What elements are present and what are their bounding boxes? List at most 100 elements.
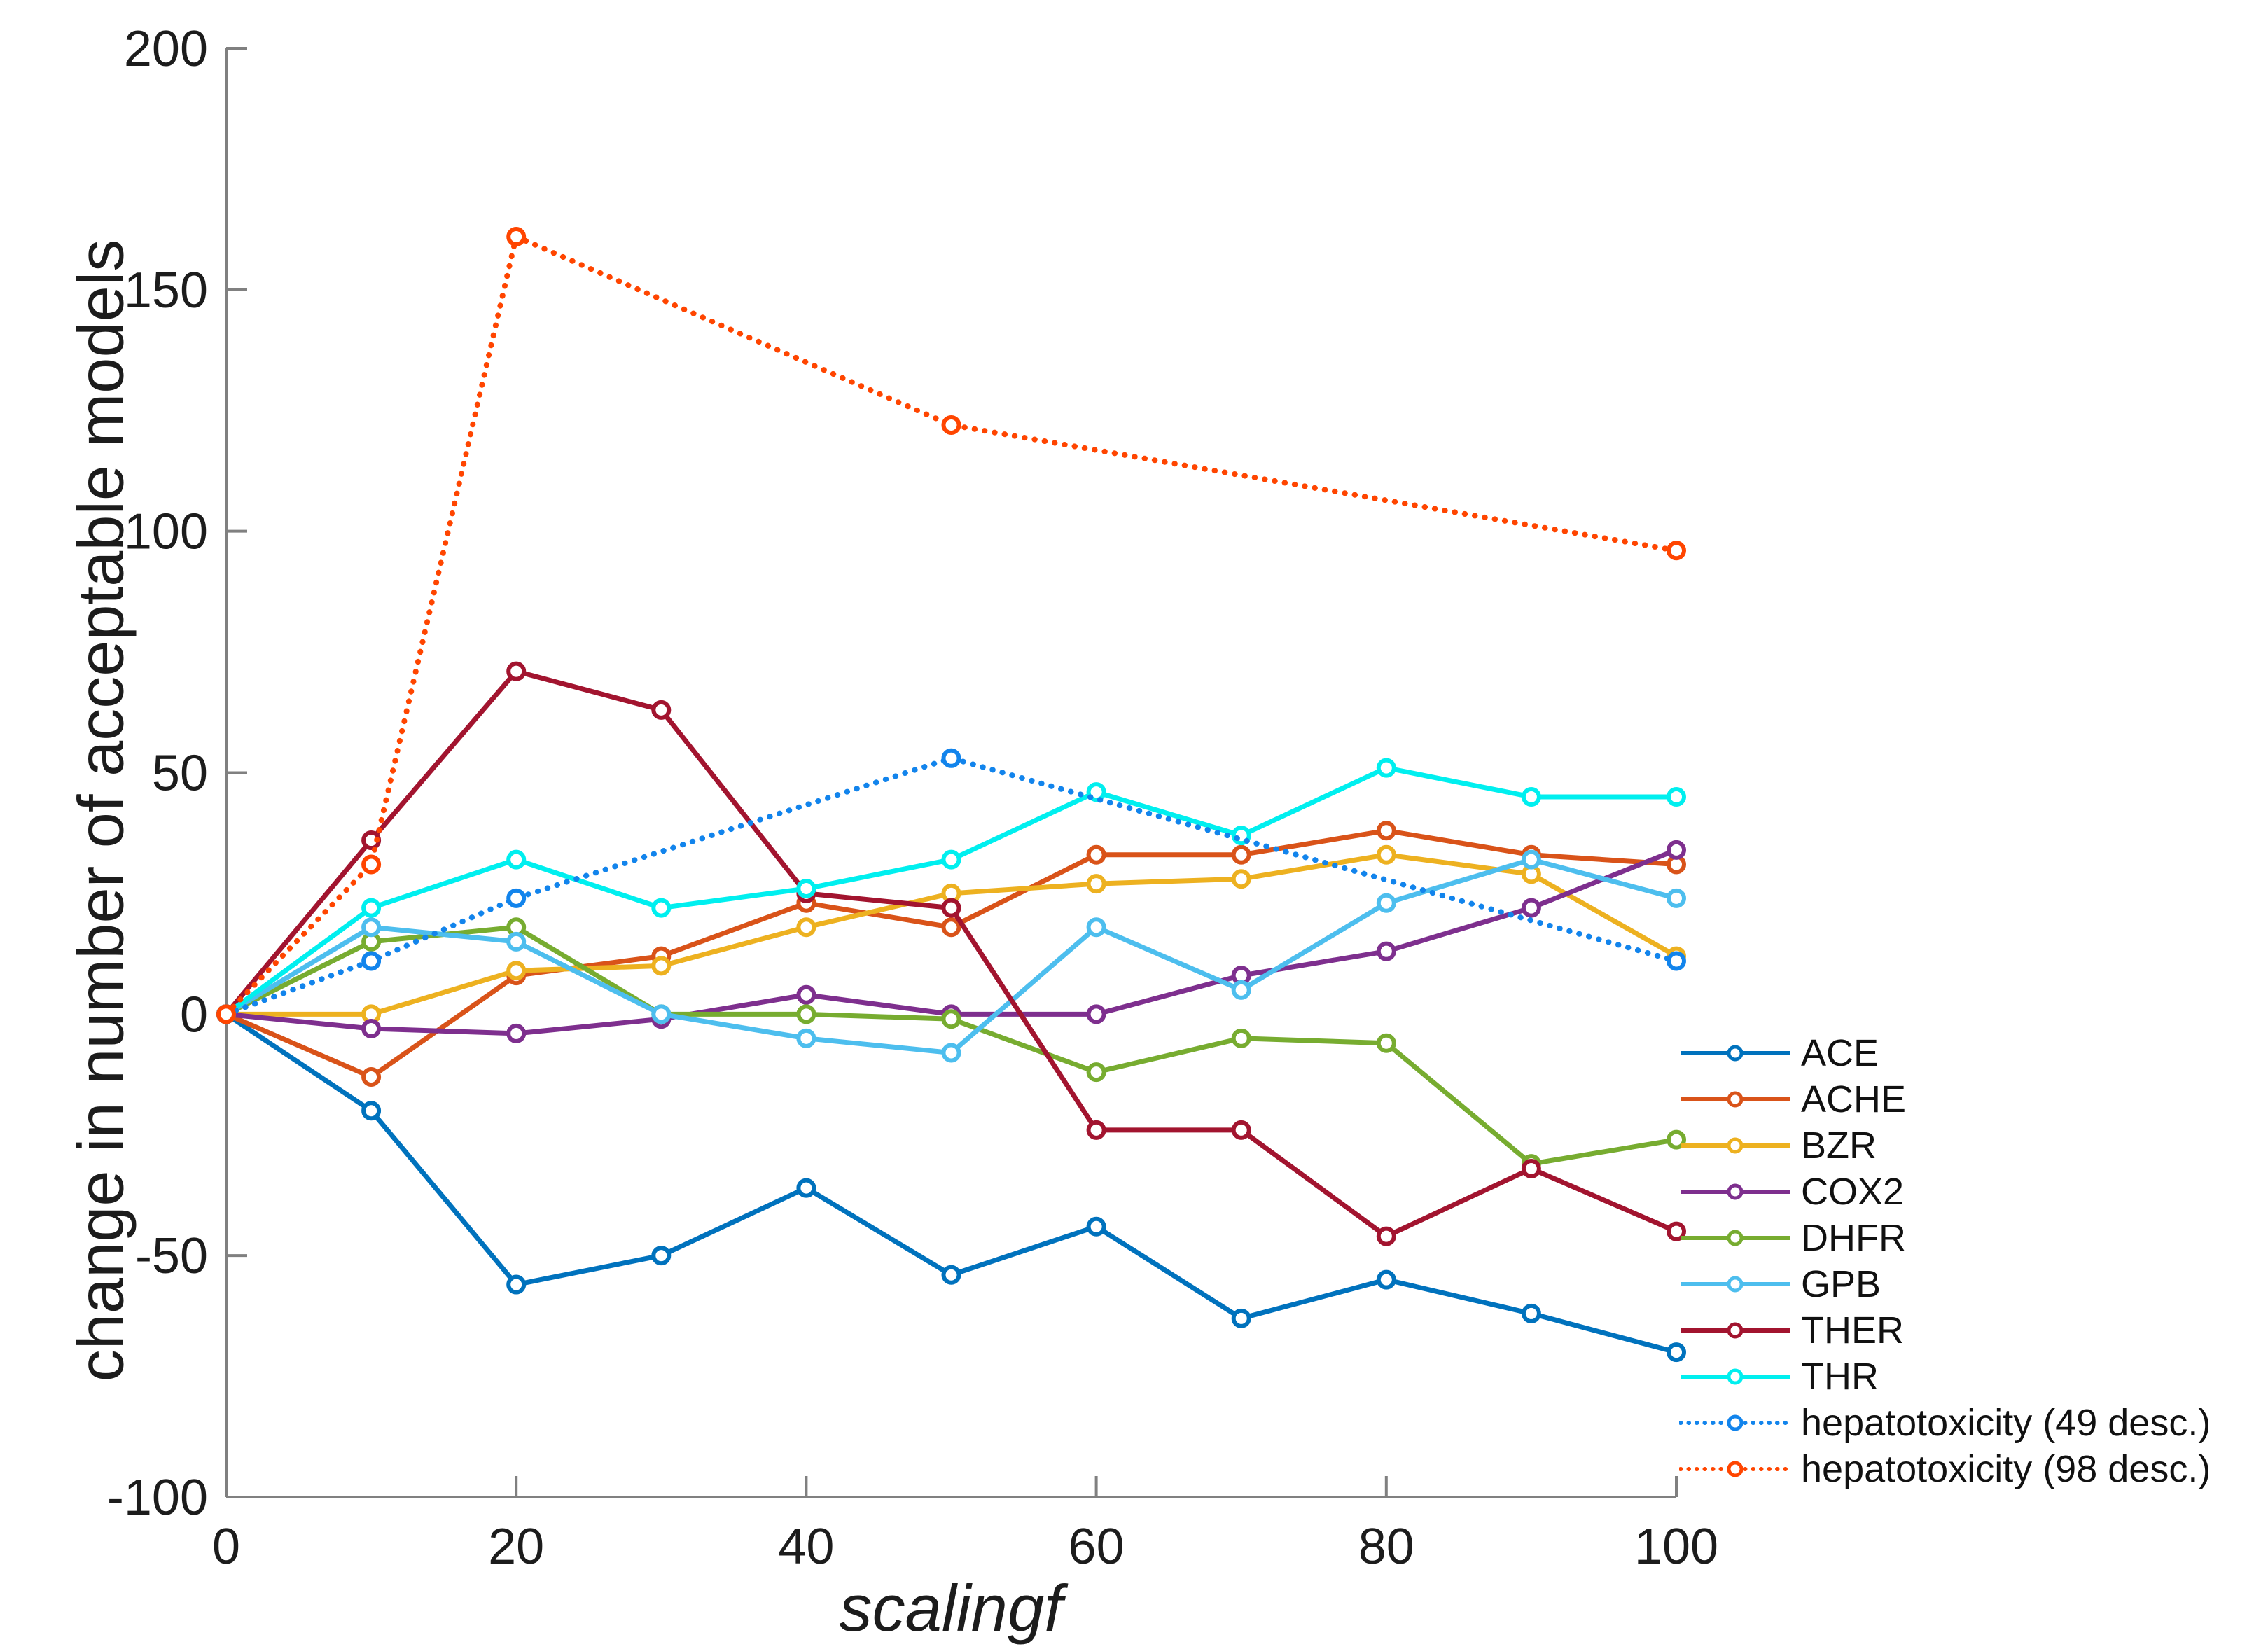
series-hepatotoxicity-98-desc- bbox=[216, 226, 1686, 1024]
legend-item-ace: ACE bbox=[1679, 1030, 2211, 1076]
legend-marker bbox=[1727, 1183, 1744, 1200]
legend-marker bbox=[1727, 1230, 1744, 1246]
data-point bbox=[506, 1274, 527, 1295]
legend-label: THER bbox=[1801, 1309, 1904, 1351]
y-tick-label: 100 bbox=[124, 504, 208, 560]
legend-label: hepatotoxicity (49 desc.) bbox=[1801, 1402, 2211, 1444]
data-point bbox=[1086, 1216, 1106, 1237]
data-point bbox=[1667, 1342, 1686, 1363]
data-point bbox=[361, 1019, 382, 1039]
y-tick-label: 50 bbox=[152, 746, 208, 802]
data-point bbox=[1667, 786, 1686, 807]
data-point bbox=[796, 879, 816, 899]
legend-item-hepatotoxicity-98-desc-: hepatotoxicity (98 desc.) bbox=[1679, 1446, 2211, 1492]
x-tick-label: 60 bbox=[1069, 1519, 1125, 1575]
x-tick-label: 80 bbox=[1358, 1519, 1414, 1575]
data-point bbox=[941, 748, 961, 768]
legend-marker bbox=[1727, 1091, 1744, 1108]
y-axis-label: change in number of acceptable models bbox=[65, 239, 137, 1382]
legend-label: hepatotoxicity (98 desc.) bbox=[1801, 1448, 2211, 1490]
legend-label: ACE bbox=[1801, 1032, 1879, 1074]
legend-swatch bbox=[1681, 1276, 1790, 1293]
data-point bbox=[796, 1178, 816, 1198]
data-point bbox=[941, 898, 961, 918]
legend-item-ther: THER bbox=[1679, 1307, 2211, 1354]
data-point bbox=[506, 661, 527, 681]
data-point bbox=[1376, 1033, 1396, 1053]
legend-swatch bbox=[1681, 1091, 1790, 1108]
y-tick-label: 200 bbox=[124, 21, 208, 77]
legend-swatch bbox=[1679, 1414, 1791, 1431]
data-point bbox=[651, 700, 672, 720]
series-ACHE bbox=[216, 821, 1686, 1087]
data-point bbox=[1667, 1221, 1686, 1241]
legend-item-thr: THR bbox=[1679, 1354, 2211, 1400]
legend-item-dhfr: DHFR bbox=[1679, 1215, 2211, 1261]
y-tick-label: -100 bbox=[107, 1470, 208, 1526]
legend-item-gpb: GPB bbox=[1679, 1261, 2211, 1307]
data-point bbox=[1376, 941, 1396, 961]
legend-swatch bbox=[1679, 1461, 1791, 1477]
data-point bbox=[796, 917, 816, 938]
data-point bbox=[1231, 1028, 1251, 1048]
data-point bbox=[796, 1028, 816, 1048]
x-tick-label: 20 bbox=[488, 1519, 544, 1575]
data-point bbox=[1667, 1129, 1686, 1150]
legend-marker bbox=[1727, 1045, 1744, 1062]
legend: ACE ACHE BZR COX2 DHFR GPB THER THR hepatotoxici… bbox=[1679, 1030, 2211, 1492]
legend-marker bbox=[1727, 1414, 1744, 1431]
data-point bbox=[1376, 893, 1396, 913]
data-point bbox=[1086, 1062, 1106, 1083]
legend-swatch bbox=[1681, 1183, 1790, 1200]
legend-marker bbox=[1727, 1368, 1744, 1385]
data-point bbox=[1667, 840, 1686, 860]
data-point bbox=[506, 1023, 527, 1043]
legend-swatch bbox=[1681, 1368, 1790, 1385]
legend-marker bbox=[1727, 1461, 1744, 1477]
data-point bbox=[1667, 541, 1686, 561]
data-point bbox=[1376, 1269, 1396, 1290]
data-point bbox=[796, 984, 816, 1005]
legend-label: ACHE bbox=[1801, 1078, 1907, 1120]
data-point bbox=[1231, 980, 1251, 1000]
data-point bbox=[941, 917, 961, 938]
legend-label: COX2 bbox=[1801, 1171, 1905, 1213]
legend-marker bbox=[1727, 1322, 1744, 1339]
data-point bbox=[361, 854, 382, 875]
data-point bbox=[506, 888, 527, 908]
x-tick-label: 100 bbox=[1634, 1519, 1718, 1575]
data-point bbox=[796, 1004, 816, 1024]
data-point bbox=[1376, 821, 1396, 841]
data-point bbox=[1086, 844, 1106, 865]
series-GPB bbox=[216, 849, 1686, 1063]
data-point bbox=[1231, 1308, 1251, 1328]
data-point bbox=[216, 1004, 236, 1024]
y-tick-label: 150 bbox=[124, 263, 208, 319]
series-DHFR bbox=[216, 917, 1686, 1174]
data-point bbox=[651, 1246, 672, 1266]
data-point bbox=[1667, 888, 1686, 908]
data-point bbox=[941, 1265, 961, 1285]
x-tick-label: 40 bbox=[778, 1519, 834, 1575]
legend-swatch bbox=[1681, 1045, 1790, 1062]
data-point bbox=[1376, 758, 1396, 778]
y-tick-label: 0 bbox=[180, 987, 208, 1043]
legend-marker bbox=[1727, 1137, 1744, 1154]
data-point bbox=[506, 931, 527, 952]
series-line bbox=[225, 1012, 1677, 1355]
data-point bbox=[361, 1066, 382, 1087]
data-point bbox=[941, 1009, 961, 1029]
data-point bbox=[506, 849, 527, 870]
data-point bbox=[651, 956, 672, 976]
data-point bbox=[1667, 951, 1686, 971]
data-point bbox=[1086, 1004, 1106, 1024]
legend-swatch bbox=[1681, 1230, 1790, 1246]
y-tick-label: -50 bbox=[135, 1228, 208, 1284]
x-tick-label: 0 bbox=[212, 1519, 240, 1575]
data-point bbox=[1086, 874, 1106, 894]
legend-label: DHFR bbox=[1801, 1217, 1906, 1259]
series-ACE bbox=[216, 1004, 1686, 1363]
legend-item-bzr: BZR bbox=[1679, 1122, 2211, 1169]
data-point bbox=[361, 898, 382, 918]
data-point bbox=[1376, 844, 1396, 865]
